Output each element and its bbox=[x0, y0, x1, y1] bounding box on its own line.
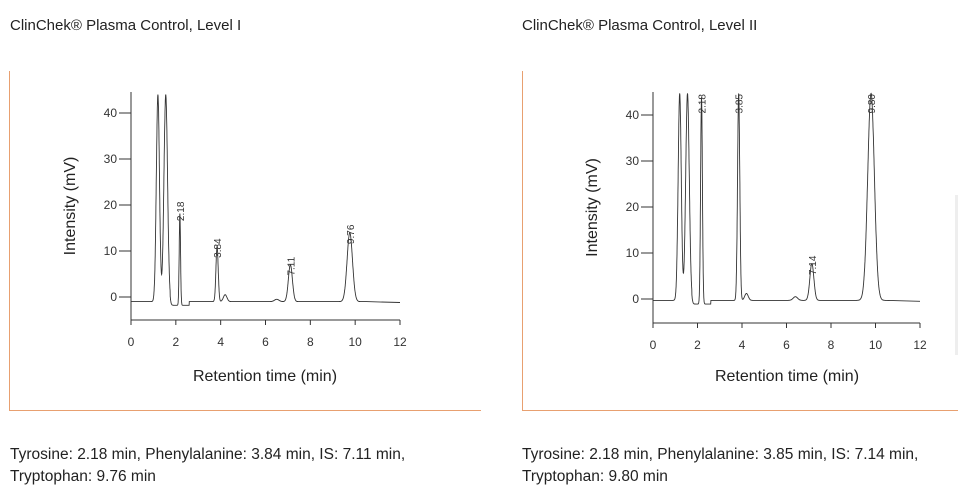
x-tick-label: 6 bbox=[262, 335, 269, 349]
x-tick-label: 4 bbox=[217, 335, 224, 349]
caption-level-2: Tyrosine: 2.18 min, Phenylalanine: 3.85 … bbox=[522, 444, 918, 488]
panel-frame bbox=[9, 71, 481, 411]
y-tick-label: 40 bbox=[626, 108, 640, 122]
y-tick-label: 10 bbox=[626, 246, 640, 260]
y-tick-label: 30 bbox=[626, 154, 640, 168]
y-tick-label: 20 bbox=[104, 198, 118, 212]
chromatogram-trace bbox=[653, 92, 921, 305]
caption-line-2: Tryptophan: 9.80 min bbox=[522, 468, 668, 485]
x-axis-label: Retention time (min) bbox=[193, 368, 337, 385]
x-tick-label: 10 bbox=[348, 335, 362, 349]
x-tick-label: 8 bbox=[828, 338, 835, 352]
peak-label: 9.80 bbox=[867, 94, 878, 114]
y-tick-label: 30 bbox=[104, 152, 118, 166]
peak-label: 7.14 bbox=[808, 255, 819, 275]
chromatogram-level-2: 0 10 20 30 40 0 2 4 6 8 10 12 Retention time (min) In… bbox=[584, 92, 927, 385]
x-tick-label: 2 bbox=[694, 338, 701, 352]
x-axis-label: Retention time (min) bbox=[715, 368, 859, 385]
chart-title-level-1: ClinChek® Plasma Control, Level I bbox=[10, 17, 242, 34]
x-tick-label: 12 bbox=[913, 338, 927, 352]
peak-label: 7.11 bbox=[286, 256, 297, 275]
y-tick-label: 0 bbox=[632, 292, 639, 306]
caption-line-1: Tyrosine: 2.18 min, Phenylalanine: 3.84 … bbox=[10, 446, 406, 463]
x-tick-label: 12 bbox=[393, 335, 407, 349]
chart-panel-level-1: ClinChek® Plasma Control, Level I 0 10 20 3… bbox=[0, 0, 481, 485]
x-tick-label: 8 bbox=[307, 335, 314, 349]
y-tick-label: 40 bbox=[104, 106, 118, 120]
peak-label: 3.84 bbox=[213, 238, 224, 258]
x-tick-label: 4 bbox=[739, 338, 746, 352]
chromatogram-trace bbox=[131, 94, 401, 306]
chart-panel-level-2: ClinChek® Plasma Control, Level II 0 10 20… bbox=[479, 0, 958, 485]
peak-label: 3.85 bbox=[735, 94, 746, 114]
y-tick-label: 20 bbox=[626, 200, 640, 214]
peak-label: 2.18 bbox=[698, 94, 709, 114]
x-tick-label: 0 bbox=[650, 338, 657, 352]
y-axis-label: Intensity (mV) bbox=[62, 157, 79, 256]
y-tick-label: 10 bbox=[104, 244, 118, 258]
panel-frame bbox=[522, 71, 958, 411]
y-tick-label: 0 bbox=[110, 290, 117, 304]
x-tick-label: 6 bbox=[783, 338, 790, 352]
caption-line-2: Tryptophan: 9.76 min bbox=[10, 468, 156, 485]
caption-line-1: Tyrosine: 2.18 min, Phenylalanine: 3.85 … bbox=[522, 446, 919, 463]
x-tick-label: 0 bbox=[128, 335, 135, 349]
chart-title-level-2: ClinChek® Plasma Control, Level II bbox=[522, 17, 758, 34]
peak-label: 9.76 bbox=[346, 224, 357, 244]
x-tick-label: 2 bbox=[172, 335, 179, 349]
chromatogram-level-1: 0 10 20 30 40 0 2 4 6 8 10 12 Retention time (min) In… bbox=[62, 92, 407, 385]
x-tick-label: 10 bbox=[869, 338, 883, 352]
edge-strip bbox=[955, 195, 958, 355]
y-axis-label: Intensity (mV) bbox=[584, 158, 601, 257]
peak-label: 2.18 bbox=[176, 201, 187, 221]
caption-level-1: Tyrosine: 2.18 min, Phenylalanine: 3.84 … bbox=[10, 444, 405, 488]
